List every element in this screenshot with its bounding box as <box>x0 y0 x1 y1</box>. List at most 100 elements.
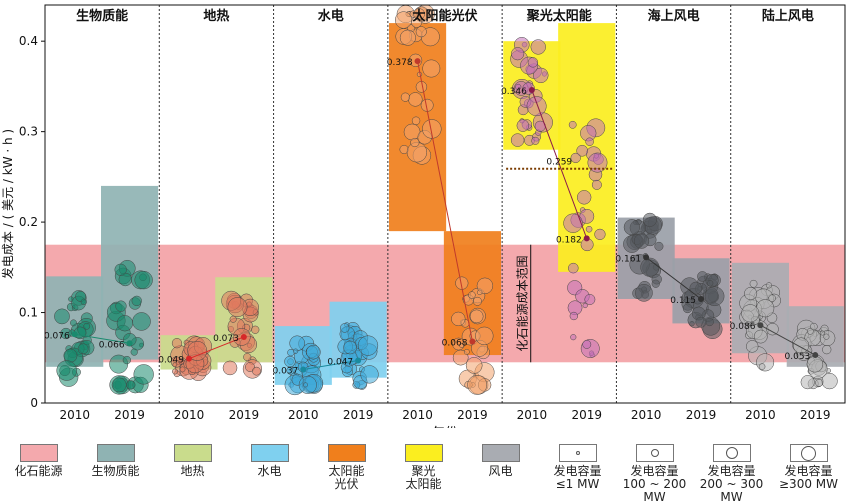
panel-4-bubble <box>576 144 588 157</box>
panel-6-bubble <box>800 375 815 390</box>
panel-0-bubble <box>63 348 78 363</box>
panel-6-bubble <box>765 282 773 289</box>
panel-6-median-label: 0.053 <box>785 352 811 362</box>
panel-3-title: 太阳能光伏 <box>411 8 477 24</box>
panel-4-bubble <box>515 83 522 91</box>
legend-swatch <box>789 444 828 462</box>
legend-item: 发电容量 ≥300 MW <box>770 444 847 491</box>
panel-1-year-0: 2010 <box>174 408 205 422</box>
legend-size-circle <box>801 445 816 461</box>
panel-3-bubble <box>475 326 494 346</box>
panel-5-year-1: 2019 <box>686 408 717 422</box>
panel-1-bubble <box>227 297 248 318</box>
fossil-range-label: 化石能源成本范围 <box>516 255 530 351</box>
legend-item: 太阳能 光伏 <box>308 444 385 491</box>
panel-6-bubble <box>819 330 825 336</box>
legend-label: 聚光 太阳能 <box>405 464 442 491</box>
panel-4-median-label: 0.182 <box>556 235 582 245</box>
panel-1-title: 地热 <box>203 8 229 24</box>
panel-6-bubble <box>758 363 766 370</box>
panel-3-bubble <box>467 375 488 395</box>
panel-6-year-0: 2010 <box>745 408 776 422</box>
panel-0-title: 生物质能 <box>76 8 128 24</box>
panel-1-bubble <box>243 353 252 362</box>
panel-6-median-dot <box>757 322 764 329</box>
panel-3-bubble <box>469 309 484 324</box>
panel-2-bubble <box>339 323 350 333</box>
legend-size-circle <box>575 451 580 455</box>
panel-2-bubble <box>284 355 296 368</box>
panel-2-median-label: 0.047 <box>327 357 353 367</box>
panel-4-median-label: 0.346 <box>501 87 527 97</box>
panel-0-bubble <box>133 364 154 385</box>
legend: 化石能源 生物质能 地热 水电 太阳能 光伏 聚光 太阳能 风电 发电容量 ≤1 MW 发电容量… <box>0 428 847 504</box>
legend-label: 发电容量 ≥300 MW <box>779 464 838 491</box>
legend-swatch <box>96 444 135 462</box>
panel-2-median-line <box>303 359 359 371</box>
panel-5-median-dot <box>698 295 704 302</box>
panel-1-bubble <box>229 315 237 323</box>
panel-3-bubble <box>413 8 425 20</box>
panel-6-bubble <box>744 287 758 301</box>
legend-item: 化石能源 <box>0 444 77 478</box>
panel-5-bubble <box>635 284 653 302</box>
legend-swatch <box>250 444 289 462</box>
panel-6-bubble <box>792 337 810 354</box>
panel-4-bubble <box>526 96 547 117</box>
panel-5-bubble <box>695 316 707 328</box>
panel-1-bubble <box>222 360 238 376</box>
panel-4-extra-label: 0.259 <box>546 158 572 168</box>
panel-4-bubble <box>533 67 549 84</box>
panel-0-median-dot <box>126 340 133 347</box>
panel-5-bubble <box>682 303 693 314</box>
panel-3-median-label: 0.378 <box>387 58 413 68</box>
panel-0-median-line <box>74 333 130 344</box>
panel-0-median-dot <box>71 331 78 338</box>
panel-3-bubble <box>400 92 410 102</box>
panel-3-bubble <box>459 343 464 348</box>
legend-item: 发电容量 100 ~ 200 MW <box>616 444 693 504</box>
panel-6-bubble <box>822 345 832 355</box>
panel-5-median-label: 0.115 <box>670 296 696 306</box>
panel-3-bubble <box>463 348 470 355</box>
panel-4-bubble <box>585 137 594 146</box>
panel-6-bubble <box>806 327 814 335</box>
panel-4-bubble <box>591 179 602 190</box>
x-axis-label: 年份 <box>432 426 458 428</box>
panel-4-bubble <box>584 294 596 305</box>
legend-item: 聚光 太阳能 <box>385 444 462 491</box>
panel-4-year-1: 2019 <box>571 408 602 422</box>
panel-5-title: 海上风电 <box>648 8 700 24</box>
panel-0-bubble <box>83 322 91 330</box>
legend-swatch <box>635 444 674 462</box>
panel-5-bubble <box>654 241 664 251</box>
panel-2-bubble <box>343 340 357 355</box>
panel-5-bubble <box>704 286 725 307</box>
panel-4-bubble <box>585 225 593 233</box>
panel-6-title: 陆上风电 <box>762 8 814 24</box>
legend-size-circle <box>650 449 659 457</box>
panel-2-bubble <box>357 335 379 356</box>
legend-item: 地热 <box>154 444 231 478</box>
panel-0-year-1: 2019 <box>114 408 145 422</box>
panel-2-year-0: 2010 <box>288 408 319 422</box>
legend-item: 风电 <box>462 444 539 478</box>
panel-0-bubble <box>77 343 89 355</box>
panel-3-bubble <box>394 11 413 29</box>
panel-2-median-label: 0.037 <box>273 367 299 377</box>
legend-swatch <box>481 444 520 462</box>
panel-0-bubble <box>56 360 77 381</box>
panel-3-bubble <box>476 277 494 294</box>
panel-3-bubble <box>415 26 427 38</box>
legend-item: 发电容量 200 ~ 300 MW <box>693 444 770 504</box>
panel-5-median-label: 0.161 <box>615 254 641 264</box>
panel-6-median-dot <box>812 352 819 359</box>
panel-2-bubble <box>306 344 321 360</box>
panel-4-median-dot <box>583 235 590 242</box>
y-tick-label: 0.4 <box>19 34 38 48</box>
panel-2-title: 水电 <box>318 8 344 24</box>
panel-1-median-dot <box>240 333 247 340</box>
panel-0-bubble <box>122 355 131 365</box>
panel-4-bubble <box>569 311 578 321</box>
panel-4-title: 聚光太阳能 <box>526 8 592 24</box>
